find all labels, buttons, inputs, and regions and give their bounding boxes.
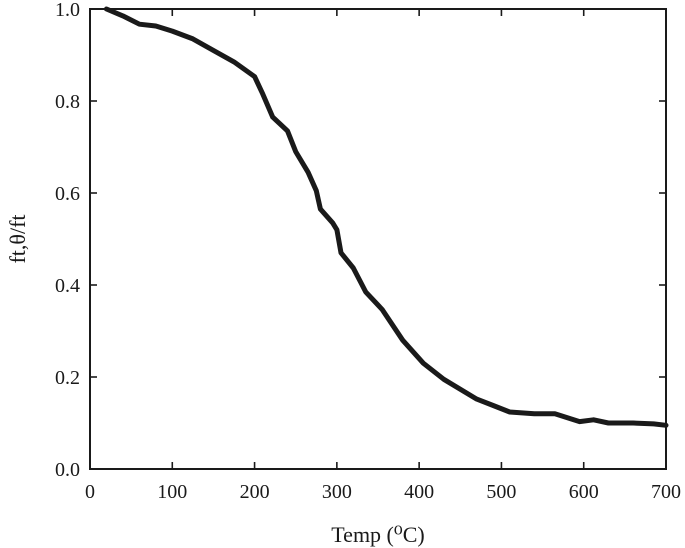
y-tick-label: 0.4 bbox=[55, 275, 80, 297]
x-tick-label: 500 bbox=[486, 481, 516, 503]
x-tick-label: 200 bbox=[240, 481, 270, 503]
y-tick-label: 0.6 bbox=[55, 183, 80, 205]
x-tick-label: 700 bbox=[651, 481, 681, 503]
y-tick-label: 0.8 bbox=[55, 91, 80, 113]
plot-frame bbox=[89, 8, 667, 470]
y-tick-label: 0.0 bbox=[55, 459, 80, 481]
x-tick-label: 300 bbox=[322, 481, 352, 503]
y-axis-title: ft,θ/ft bbox=[5, 214, 30, 263]
y-tick-label: 1.0 bbox=[55, 0, 80, 21]
x-tick-label: 400 bbox=[404, 481, 434, 503]
x-tick-label: 0 bbox=[85, 481, 95, 503]
x-tick-label: 600 bbox=[569, 481, 599, 503]
y-tick-label: 0.2 bbox=[55, 367, 80, 389]
x-axis-title: Temp (⁰C) bbox=[331, 522, 424, 547]
series-line bbox=[104, 6, 669, 428]
plot-area: 0 100 200 300 400 500 600 700 0.0 0.2 0.4 0.6 0.8 1.0 bbox=[55, 0, 681, 503]
x-tick-label: 100 bbox=[157, 481, 187, 503]
